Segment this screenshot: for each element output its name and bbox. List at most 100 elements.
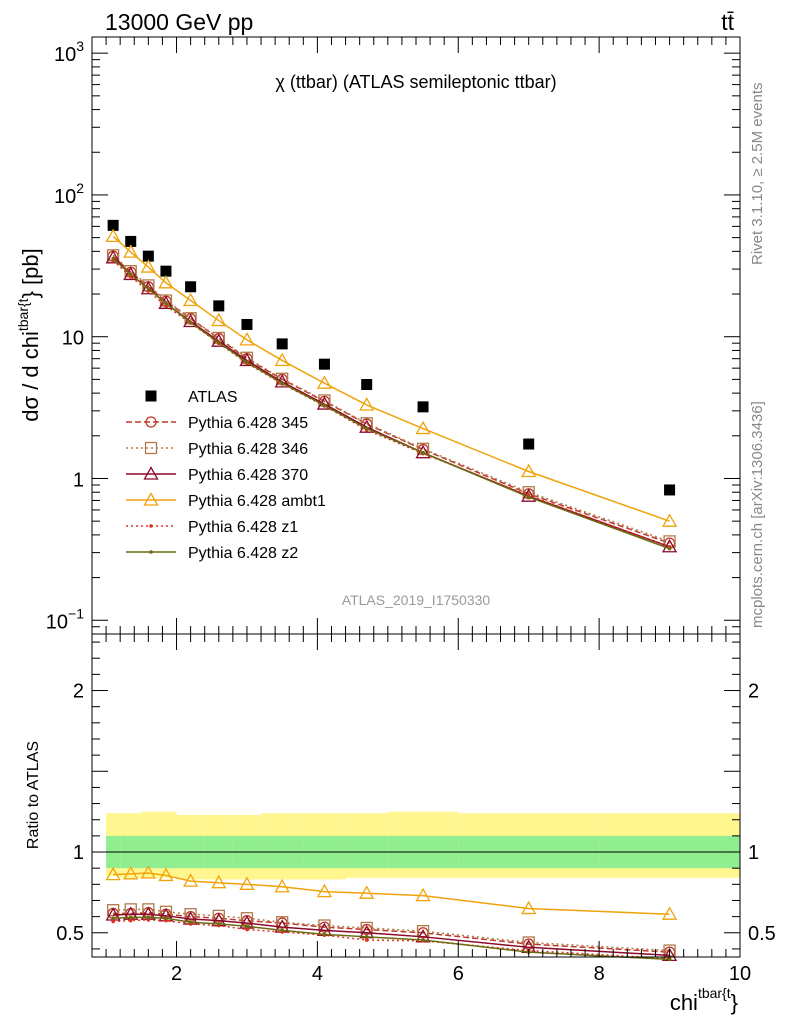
ratio-pythia-6-428-ambt1 [105,865,678,920]
ratio-point [146,915,151,920]
data-point [164,301,168,306]
legend-item: Pythia 6.428 370 [126,466,308,484]
y-tick-label: 10−1 [46,605,84,633]
data-point [111,256,115,261]
data-point [140,259,156,273]
main-chart-title: χ (ttbar) (ATLAS semileptonic ttbar) [275,72,556,92]
data-point [128,272,133,277]
main-axis-ticks: 10−1 1 10 102 103 [46,37,741,635]
legend-marker [149,550,153,554]
ratio-point [364,938,369,942]
data-point [417,401,429,413]
ratio-point [123,866,139,880]
svg-text:Ratio to ATLAS: Ratio to ATLAS [25,741,42,849]
y-tick-label: 103 [54,38,84,66]
data-point [211,312,227,327]
x-tick-label: 8 [594,963,605,985]
header-final-state: tt̄ [721,9,734,35]
legend-marker [144,441,158,455]
data-point [359,397,375,411]
data-point [142,250,154,262]
main-panel: χ (ttbar) (ATLAS semileptonic ttbar) ATL… [15,36,741,635]
data-point [245,360,249,365]
series-atlas [107,219,676,496]
ratio-point [158,867,174,882]
data-point [105,228,121,243]
data-point [123,244,139,258]
ratio-point [661,906,678,920]
data-point [239,332,255,346]
ratio-pythia-6-428-370 [105,906,678,962]
data-point [105,250,121,264]
data-point [213,300,225,312]
legend-marker [145,416,157,428]
ratio-point [274,878,290,893]
ratio-point [111,919,115,924]
data-point [526,495,531,499]
data-point [276,338,288,350]
legend-label: Pythia 6.428 z1 [188,519,298,536]
ratio-point [106,904,120,917]
legend-label: Pythia 6.428 370 [188,467,308,484]
y-tick-label: 102 [54,180,84,208]
ratio-line [113,919,670,960]
data-point [661,513,678,527]
main-y-axis-label: dσ / d chitbar{t} [pb] [15,248,43,421]
ratio-line [113,913,670,957]
x-tick-label: 6 [453,963,464,985]
y-tick-label-right: 2 [748,681,759,703]
ratio-point [182,873,199,887]
ratio-point [211,874,227,889]
ratio-point [316,883,333,898]
data-point [322,403,327,408]
data-point [667,546,672,551]
data-point [318,358,330,370]
legend-item: Pythia 6.428 ambt1 [126,492,326,510]
data-point [160,265,172,277]
legend-item: Pythia 6.428 z1 [126,519,298,536]
ratio-uncertainty-bands [106,811,740,880]
x-tick-label: 10 [729,963,751,985]
legend-label: Pythia 6.428 345 [188,415,308,432]
data-point [421,450,425,455]
main-series-group [105,219,678,553]
legend-item: Pythia 6.428 346 [126,441,308,458]
ratio-point [421,938,425,942]
svg-text:mcplots.cern.ch [arXiv:1306.34: mcplots.cern.ch [arXiv:1306.3436] [749,401,766,628]
legend-item: ATLAS [145,389,238,406]
data-point [140,280,156,295]
header-process: 13000 GeV pp [105,9,253,35]
x-tick-label: 2 [171,963,182,985]
legend: ATLAS Pythia 6.428 345 Pythia 6.428 346 Pyt… [126,389,326,562]
ratio-point [364,935,369,939]
ratio-line [113,872,670,915]
ratio-point [105,866,121,881]
ratio-point [245,924,249,929]
data-point [274,352,290,367]
y-tick-label: 10 [62,328,84,350]
data-point [182,292,199,307]
legend-item: Pythia 6.428 345 [126,415,308,432]
ratio-point [521,900,537,915]
data-point [241,318,253,330]
data-point [316,375,333,389]
x-axis-label: chitbar{t} [670,985,738,1015]
legend-marker [145,390,157,402]
data-point [185,281,197,293]
y-tick-label-right: 0.5 [748,923,776,945]
data-point [158,274,174,289]
legend-item: Pythia 6.428 z2 [126,545,298,562]
data-point [107,219,119,231]
ratio-point [128,915,133,920]
legend-label: Pythia 6.428 z2 [188,545,298,562]
svg-text:dσ / d chitbar{t} [pb]: dσ / d chitbar{t} [pb] [15,248,43,421]
data-point [146,286,151,291]
data-point [415,420,431,435]
ratio-line [113,911,670,953]
svg-text:Rivet 3.1.10, ≥ 2.5M events: Rivet 3.1.10, ≥ 2.5M events [749,83,766,266]
data-point [661,538,678,553]
data-point [664,484,676,496]
series-pythia-6-428-ambt1 [105,228,678,527]
ratio-point [111,916,115,921]
legend-label: Pythia 6.428 ambt1 [188,493,326,510]
